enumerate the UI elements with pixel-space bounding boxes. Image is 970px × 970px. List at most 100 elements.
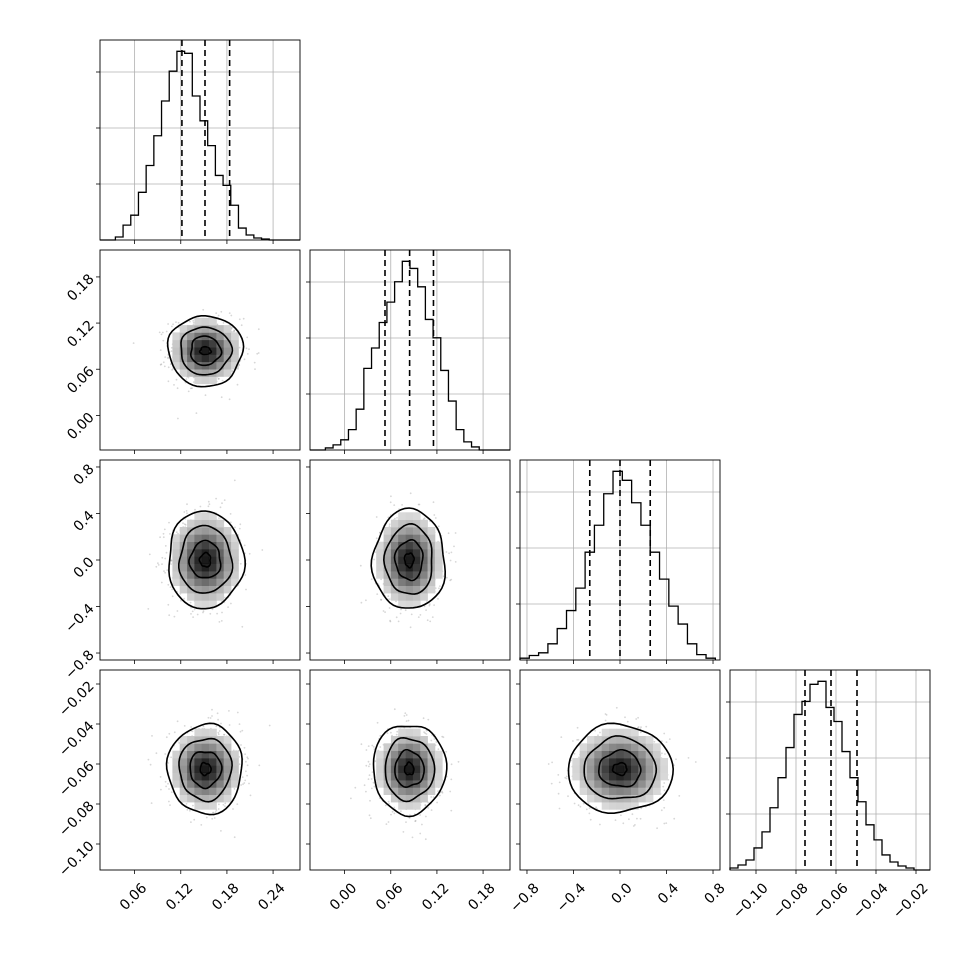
density-cell <box>172 332 181 341</box>
sample-point <box>222 803 225 806</box>
sample-point <box>268 724 271 727</box>
sample-point <box>414 820 417 823</box>
sample-point <box>424 804 427 807</box>
sample-point <box>165 785 168 788</box>
sample-point <box>637 716 639 719</box>
contour-line <box>178 737 233 803</box>
sample-point <box>175 531 178 534</box>
density-cell <box>383 527 392 535</box>
sample-point <box>160 333 163 336</box>
density-cell <box>231 361 239 370</box>
sample-point <box>441 790 443 793</box>
sample-point <box>202 610 205 613</box>
sample-point <box>164 356 167 358</box>
sample-point <box>147 608 150 610</box>
sample-point <box>441 735 444 738</box>
density-cell <box>209 750 217 759</box>
sample-point <box>232 330 235 333</box>
sample-point <box>234 526 236 529</box>
sample-point <box>149 763 152 766</box>
density-cell <box>194 534 203 542</box>
density-panel-3-1 <box>306 669 511 874</box>
sample-point <box>372 746 375 748</box>
sample-point <box>212 811 215 814</box>
sample-point <box>168 788 170 790</box>
density-cell <box>412 787 421 795</box>
density-cell <box>209 512 217 520</box>
sample-point <box>426 619 429 622</box>
sample-point <box>640 726 642 729</box>
density-cell <box>201 354 210 363</box>
density-cell <box>201 593 210 601</box>
density-cell <box>201 758 210 766</box>
sample-point <box>605 714 608 716</box>
sample-point <box>176 610 179 612</box>
sample-point <box>429 620 432 623</box>
density-cell <box>383 534 392 542</box>
sample-point <box>208 503 211 506</box>
sample-point <box>207 716 210 719</box>
sample-point <box>373 785 376 788</box>
density-cell <box>216 527 225 535</box>
density-cell <box>187 556 195 564</box>
sample-point <box>246 336 249 339</box>
sample-point <box>599 731 601 734</box>
sample-point <box>369 817 372 820</box>
sample-point <box>187 390 190 393</box>
sample-point <box>448 552 450 555</box>
sample-point <box>169 533 171 535</box>
sample-point <box>427 718 430 721</box>
sample-point <box>396 517 398 519</box>
density-cell <box>201 541 210 550</box>
density-cell <box>194 593 203 601</box>
density-peak <box>406 766 413 772</box>
sample-point <box>573 802 576 805</box>
sample-point <box>167 603 170 606</box>
sample-point <box>231 331 233 333</box>
sample-point <box>450 551 453 554</box>
sample-point <box>224 802 227 805</box>
density-cell <box>231 354 239 363</box>
density-cell <box>209 802 217 810</box>
sample-point <box>409 626 412 629</box>
contour-line <box>189 335 223 367</box>
sample-point <box>578 756 580 759</box>
density-cell <box>209 549 217 557</box>
sample-point <box>166 569 169 571</box>
sample-point <box>668 738 671 740</box>
sample-point <box>241 625 244 628</box>
sample-point <box>379 735 382 737</box>
sample-point <box>350 797 352 800</box>
density-cell <box>179 527 188 535</box>
density-cell <box>209 534 217 542</box>
sample-point <box>170 559 173 562</box>
density-cell <box>209 571 217 579</box>
sample-point <box>212 811 214 814</box>
density-cell <box>420 758 428 766</box>
density-cell <box>390 794 399 803</box>
sample-point <box>254 368 256 370</box>
sample-point <box>167 782 169 785</box>
sample-point <box>236 711 239 714</box>
sample-point <box>573 752 576 755</box>
density-cell <box>390 593 399 601</box>
sample-point <box>191 730 194 733</box>
sample-point <box>390 495 392 498</box>
density-cell <box>172 563 181 572</box>
density-cell <box>194 571 203 579</box>
density-cell <box>201 787 210 795</box>
density-cell <box>434 556 443 564</box>
sample-point <box>390 813 392 816</box>
sample-point <box>168 800 170 803</box>
sample-point <box>162 532 165 535</box>
sample-point <box>423 731 425 733</box>
sample-point <box>192 804 194 807</box>
sample-point <box>192 616 195 618</box>
density-cell <box>172 780 181 788</box>
sample-point <box>628 818 630 821</box>
density-cell <box>420 541 428 550</box>
density-cell <box>216 772 225 781</box>
density-cell <box>179 765 188 773</box>
panel-frame <box>99 249 301 451</box>
density-cell <box>427 765 436 773</box>
